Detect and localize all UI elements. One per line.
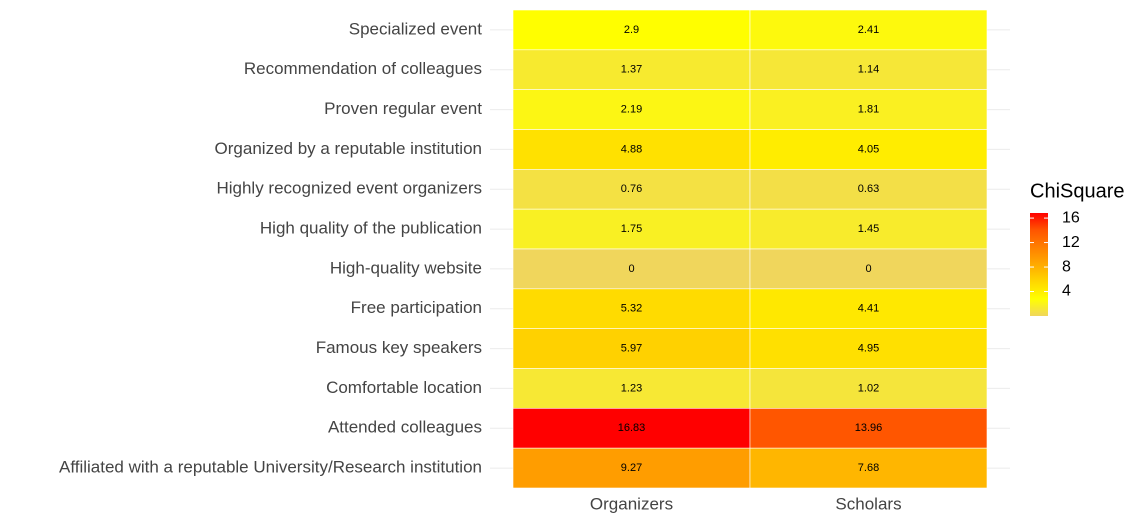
cell-label: 1.45 [858,223,879,235]
heatmap-cell [512,208,751,250]
heatmap-cell [749,248,988,290]
legend-title: ChiSquare [1030,180,1125,202]
cell-label: 1.81 [858,103,879,115]
y-tick-label: Free participation [351,298,482,317]
heatmap-cell [512,368,751,409]
y-tick-label: Recommendation of colleagues [244,59,482,78]
heatmap-cell [749,49,988,90]
cell-label: 1.23 [621,382,642,394]
heatmap-cell [512,328,751,369]
legend-tick-label: 12 [1062,234,1080,251]
cell-label: 4.41 [858,303,879,315]
cell-label: 4.05 [858,143,879,155]
y-tick-label: Highly recognized event organizers [216,179,482,198]
cell-label: 4.95 [858,342,879,354]
heatmap-cell [749,447,988,489]
heatmap-cell [512,129,751,170]
cell-label: 0.63 [858,183,879,195]
legend-tick-label: 8 [1062,258,1071,275]
heatmap-cell [749,288,988,329]
x-tick-label: Organizers [590,494,673,513]
colorbar [1030,213,1048,316]
heatmap-cell [749,328,988,369]
y-tick-label: Organized by a reputable institution [215,139,482,158]
heatmap-cell [749,169,988,210]
heatmap-cell [749,208,988,250]
y-tick-label: Proven regular event [324,99,482,118]
cell-label: 16.83 [618,422,646,434]
cell-label: 5.32 [621,303,642,315]
heatmap-cell [512,447,751,489]
cell-label: 1.75 [621,223,642,235]
cell-label: 1.14 [858,64,879,76]
cell-label: 2.41 [858,24,879,36]
y-tick-label: High-quality website [330,258,482,277]
cell-label: 1.37 [621,64,642,76]
cell-label: 5.97 [621,342,642,354]
heatmap-cell [512,89,751,130]
heatmap-cell [512,9,751,51]
cell-label: 0 [865,263,871,275]
heatmap-cell [749,408,988,449]
legend-tick-label: 16 [1062,209,1080,226]
heatmap-cell [512,169,751,210]
cell-label: 4.88 [621,143,642,155]
y-tick-label: Famous key speakers [316,338,482,357]
legend-tick-label: 4 [1062,283,1071,300]
y-tick-label: Comfortable location [326,378,482,397]
cell-label: 0 [628,263,634,275]
y-tick-label: High quality of the publication [260,219,482,238]
cell-label: 2.9 [624,24,639,36]
cell-label: 13.96 [855,422,883,434]
heatmap-cell [749,129,988,170]
heatmap-cell [749,9,988,51]
y-tick-label: Affiliated with a reputable University/R… [59,458,482,477]
x-tick-label: Scholars [835,494,901,513]
y-tick-label: Specialized event [349,19,483,38]
cell-label: 7.68 [858,462,879,474]
cell-label: 2.19 [621,103,642,115]
cell-label: 1.02 [858,382,879,394]
y-tick-label: Attended colleagues [328,418,482,437]
cell-label: 0.76 [621,183,642,195]
heatmap-cell [512,49,751,90]
cell-label: 9.27 [621,462,642,474]
heatmap-cell [749,368,988,409]
